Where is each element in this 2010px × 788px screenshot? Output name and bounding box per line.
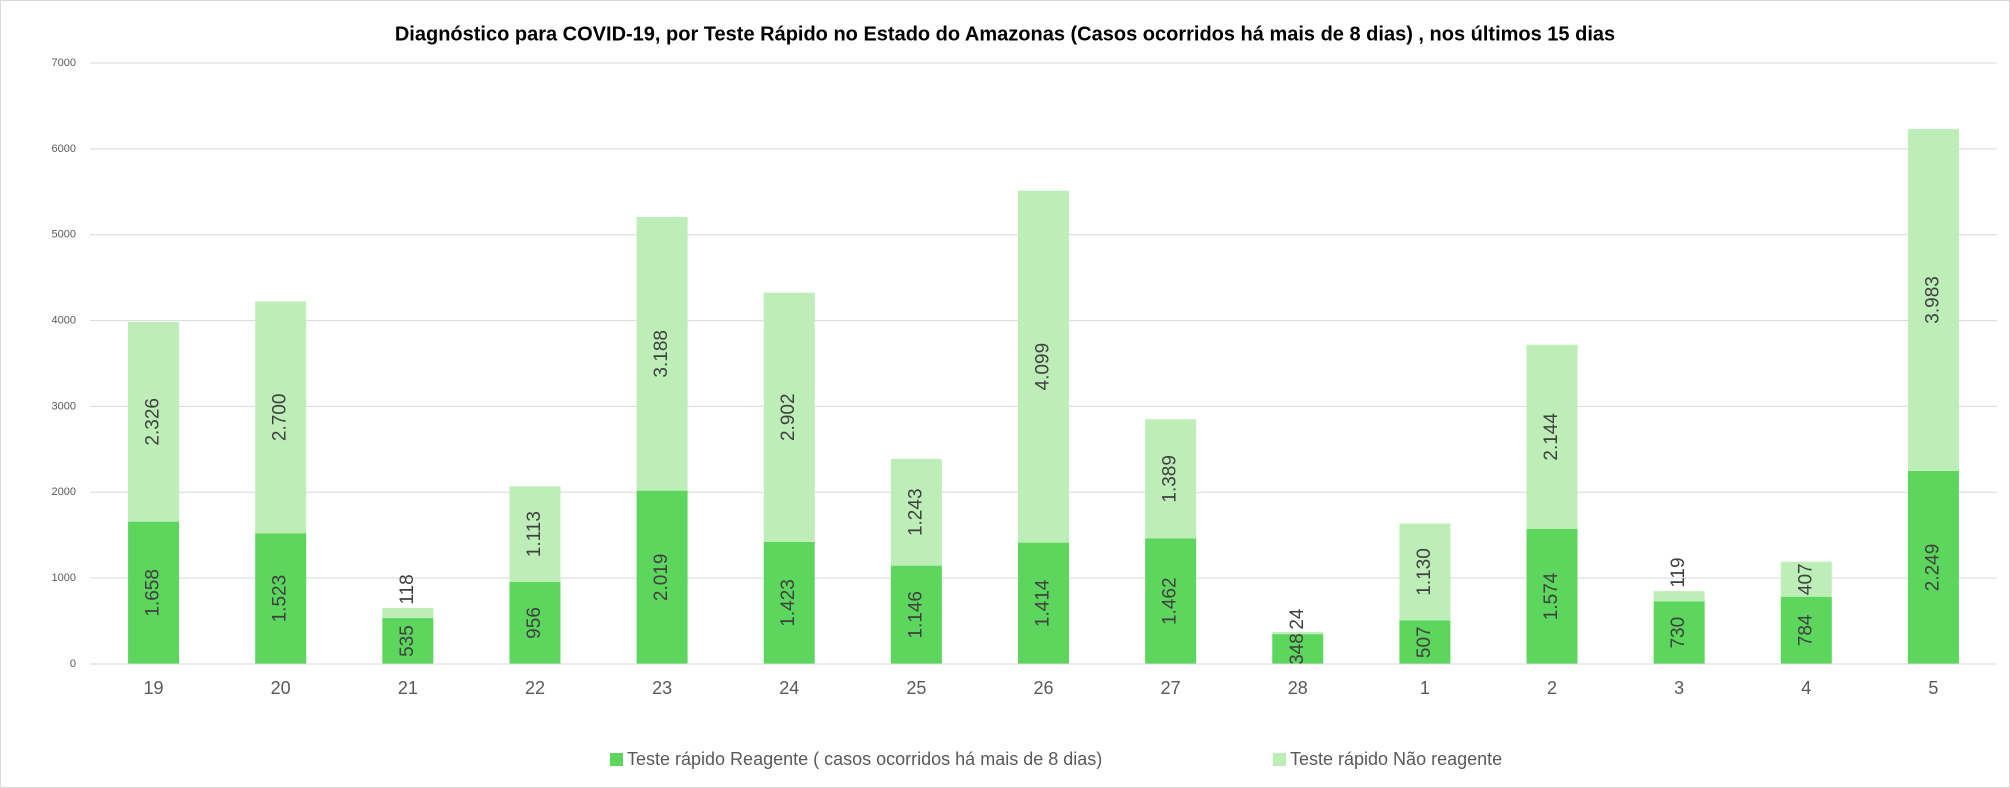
bar-segment	[1526, 344, 1578, 529]
y-tick-label: 6000	[52, 143, 76, 155]
data-label: 535	[397, 625, 418, 657]
data-label: 784	[1795, 614, 1816, 646]
bar-segment	[1399, 620, 1451, 664]
x-tick-label: 22	[525, 678, 545, 698]
x-tick-label: 28	[1288, 678, 1308, 698]
bar-segment	[1145, 419, 1197, 539]
data-label: 119	[1668, 557, 1689, 587]
bar-segment	[1653, 601, 1705, 664]
x-tick-label: 21	[398, 678, 418, 698]
data-label: 24	[1287, 608, 1308, 630]
bar-segment	[255, 533, 307, 664]
x-tick-label: 24	[779, 678, 799, 698]
x-tick-label: 25	[906, 678, 926, 698]
x-tick-label: 2	[1547, 678, 1557, 698]
x-tick-label: 19	[144, 678, 164, 698]
data-label: 1.574	[1541, 572, 1562, 620]
chart-title: Diagnóstico para COVID-19, por Teste Ráp…	[395, 23, 1615, 45]
data-label: 348	[1287, 633, 1308, 665]
bar-segment	[763, 292, 815, 542]
bar-segment	[509, 486, 561, 582]
bar-segment	[763, 541, 815, 664]
bar-segment	[1272, 634, 1324, 664]
data-label: 407	[1795, 563, 1816, 595]
data-label: 1.389	[1160, 455, 1181, 503]
data-label: 1.423	[778, 579, 799, 627]
data-label: 3.188	[651, 330, 672, 378]
bar-segment	[1907, 470, 1959, 664]
data-label: 1.146	[905, 591, 926, 639]
data-label: 2.144	[1541, 413, 1562, 461]
y-tick-label: 3000	[52, 400, 76, 412]
bar-segment	[1780, 561, 1832, 597]
data-label: 4.099	[1033, 343, 1054, 391]
legend-label: Teste rápido Reagente ( casos ocorridos …	[627, 749, 1102, 769]
data-label: 1.462	[1160, 577, 1181, 625]
x-tick-label: 5	[1928, 678, 1938, 698]
data-label: 1.243	[905, 488, 926, 536]
data-label: 3.983	[1922, 276, 1943, 324]
bar-segment	[1907, 128, 1959, 471]
data-label: 1.658	[143, 569, 164, 617]
bar-segment	[1145, 538, 1197, 664]
data-label: 730	[1668, 617, 1689, 649]
x-tick-label: 4	[1801, 678, 1811, 698]
data-label: 1.523	[270, 575, 291, 623]
x-tick-label: 3	[1674, 678, 1684, 698]
bar-segment	[509, 581, 561, 664]
bar-segment	[382, 607, 434, 619]
x-tick-label: 26	[1033, 678, 1053, 698]
bar-segment	[1399, 523, 1451, 621]
bar-segment	[890, 565, 942, 664]
data-label: 1.113	[524, 511, 545, 557]
data-label: 956	[524, 607, 545, 639]
data-label: 2.326	[143, 398, 164, 446]
data-label: 507	[1414, 626, 1435, 658]
bar-segment	[636, 490, 688, 664]
data-label: 1.130	[1414, 548, 1435, 596]
bar-segment	[1526, 528, 1578, 664]
y-tick-label: 0	[70, 658, 76, 670]
bar-segment	[1780, 596, 1832, 664]
bar-segment	[1653, 591, 1705, 602]
bar-segment	[890, 458, 942, 566]
legend-swatch	[610, 753, 623, 766]
data-label: 1.414	[1033, 579, 1054, 627]
y-tick-label: 7000	[52, 57, 76, 69]
data-label: 2.019	[651, 554, 672, 602]
legend-label: Teste rápido Não reagente	[1290, 749, 1502, 769]
bar-segment	[255, 301, 307, 534]
x-tick-label: 1	[1420, 678, 1430, 698]
bar-segment	[636, 216, 688, 491]
x-tick-label: 27	[1161, 678, 1181, 698]
y-tick-label: 1000	[52, 572, 76, 584]
bar-segment	[1018, 542, 1069, 664]
bar-segment	[1018, 190, 1069, 543]
data-label: 2.700	[270, 394, 291, 442]
y-tick-label: 4000	[52, 314, 76, 326]
bar-segment	[128, 521, 180, 664]
y-tick-label: 2000	[52, 486, 76, 498]
bar-segment	[128, 321, 180, 522]
y-tick-label: 5000	[52, 229, 76, 241]
x-tick-label: 20	[271, 678, 291, 698]
bar-segment	[382, 618, 434, 664]
x-tick-label: 23	[652, 678, 672, 698]
data-label: 2.902	[778, 393, 799, 441]
legend-swatch	[1273, 753, 1286, 766]
data-label: 2.249	[1922, 544, 1943, 592]
bar-segment	[1272, 632, 1324, 635]
data-label: 118	[397, 574, 418, 604]
